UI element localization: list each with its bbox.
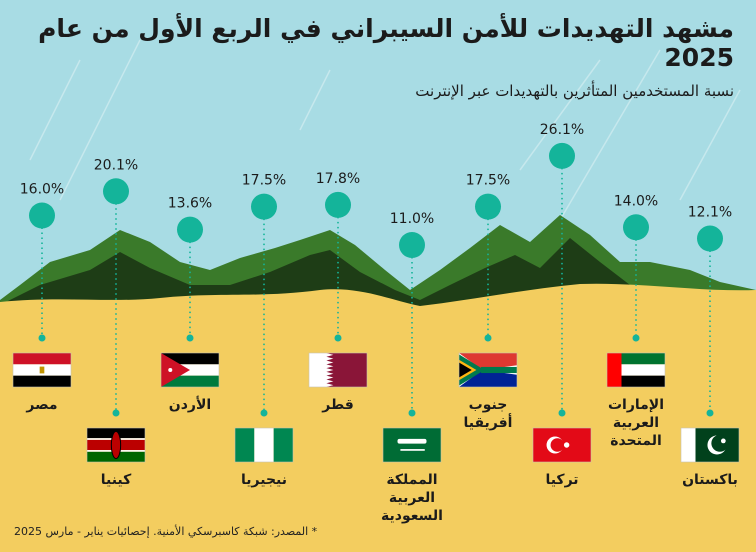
country-name: باكستان xyxy=(682,472,738,488)
value-label: 17.5% xyxy=(242,173,286,189)
jordan-flag-icon xyxy=(160,352,220,388)
saudi-flag-icon xyxy=(382,427,442,463)
sky-texture xyxy=(29,39,741,221)
country-item-uae: 14.0% الإمارات العربية المتحدة xyxy=(606,193,666,449)
value-marker xyxy=(29,202,55,229)
country-name: كينيا xyxy=(101,472,132,488)
country-name: مصر xyxy=(25,397,57,413)
value-label: 13.6% xyxy=(168,196,212,212)
leader-end-dot xyxy=(38,334,46,342)
pakistan-flag-icon xyxy=(680,427,740,463)
country-item-egypt: 16.0% مصر xyxy=(12,182,72,413)
value-marker xyxy=(251,193,277,220)
value-label: 26.1% xyxy=(540,122,584,138)
qatar-flag-icon xyxy=(308,352,368,388)
value-marker xyxy=(103,178,129,205)
country-name: جنوب أفريقيا xyxy=(464,397,513,431)
value-label: 20.1% xyxy=(94,157,138,173)
leader-end-dot xyxy=(260,409,268,417)
country-name: تركيا xyxy=(545,472,578,488)
country-item-qatar: 17.8% قطر xyxy=(308,171,368,413)
country-name: الإمارات العربية المتحدة xyxy=(608,397,664,449)
country-item-pakistan: 12.1% باكستان xyxy=(680,205,740,488)
source-footnote: * المصدر: شبكة كاسبرسكي الأمنية. إحصائيا… xyxy=(14,525,318,538)
value-label: 12.1% xyxy=(688,205,732,221)
value-label: 17.8% xyxy=(316,171,360,187)
markers-layer: 16.0% مصر 20.1% كينيا 13.6% الأردن 17.5% نيجيري… xyxy=(12,122,740,524)
leader-end-dot xyxy=(186,334,194,342)
leader-end-dot xyxy=(408,409,416,417)
leader-end-dot xyxy=(706,409,714,417)
value-marker xyxy=(325,191,351,218)
leader-end-dot xyxy=(558,409,566,417)
value-marker xyxy=(697,225,723,252)
country-name: نيجيريا xyxy=(241,472,287,488)
country-item-nigeria: 17.5% نيجيريا xyxy=(234,173,294,488)
south-africa-flag-icon xyxy=(458,352,518,388)
value-marker xyxy=(177,216,203,243)
country-name: الأردن xyxy=(169,396,211,413)
uae-flag-icon xyxy=(606,352,666,388)
country-item-south-africa: 17.5% جنوب أفريقيا xyxy=(458,173,518,431)
leader-end-dot xyxy=(334,334,342,342)
country-item-turkey: 26.1% تركيا xyxy=(532,122,592,488)
value-marker xyxy=(549,142,575,169)
leader-end-dot xyxy=(112,409,120,417)
sand xyxy=(0,283,756,552)
value-marker xyxy=(475,193,501,220)
chart-subtitle: نسبة المستخدمين المتأثرين بالتهديدات عبر… xyxy=(415,82,734,100)
value-marker xyxy=(399,232,425,258)
value-label: 14.0% xyxy=(614,193,658,209)
leader-end-dot xyxy=(484,334,492,342)
kenya-flag-icon xyxy=(86,427,146,463)
value-marker xyxy=(623,214,649,241)
nigeria-flag-icon xyxy=(234,427,294,463)
turkey-flag-icon xyxy=(532,427,592,463)
leader-end-dot xyxy=(632,334,640,342)
chart-title: مشهد التهديدات للأمن السيبراني في الربع … xyxy=(38,14,734,72)
country-item-jordan: 13.6% الأردن xyxy=(160,196,220,413)
value-label: 11.0% xyxy=(390,211,434,227)
egypt-flag-icon xyxy=(12,352,72,388)
value-label: 16.0% xyxy=(20,182,64,198)
country-item-saudi: 11.0% المملكة العربية السعودية xyxy=(381,211,443,524)
country-name: قطر xyxy=(321,397,354,413)
country-name: المملكة العربية السعودية xyxy=(381,472,443,524)
value-label: 17.5% xyxy=(466,173,510,189)
country-item-kenya: 20.1% كينيا xyxy=(86,157,146,488)
